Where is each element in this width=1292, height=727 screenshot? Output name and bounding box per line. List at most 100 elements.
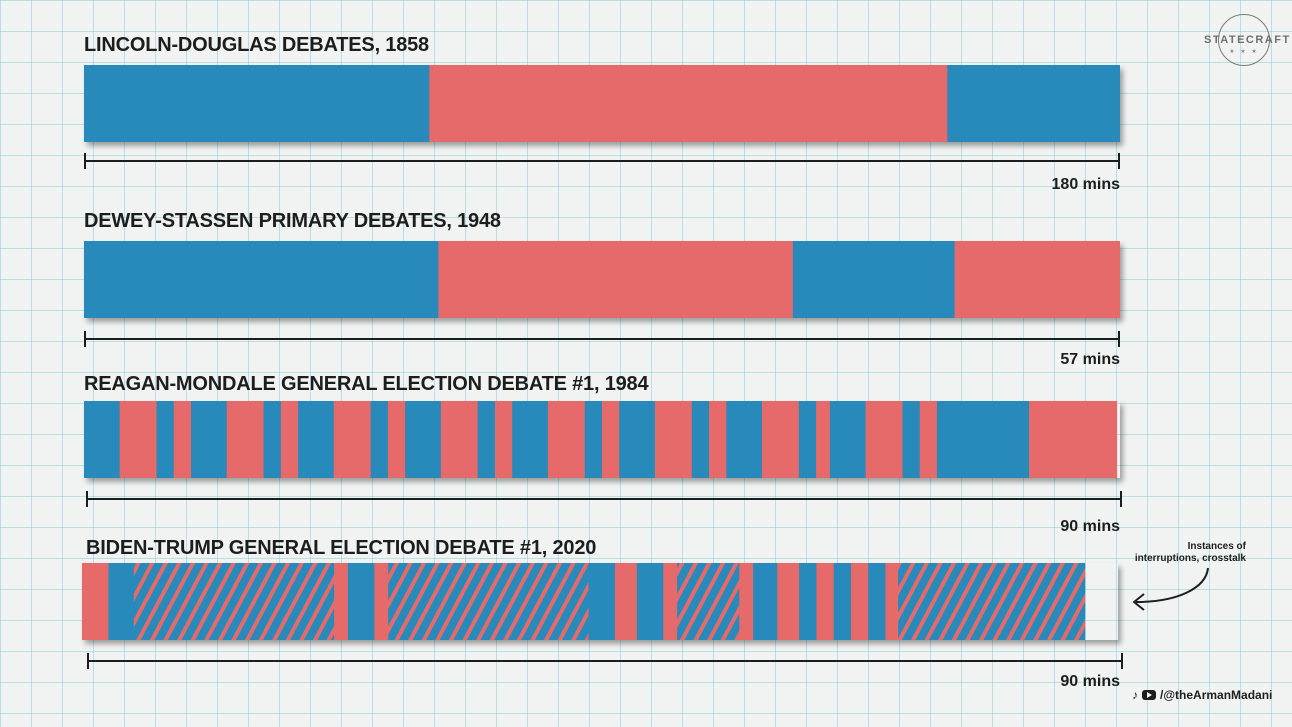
- blue-segment: [370, 401, 389, 478]
- blue-segment: [833, 563, 852, 640]
- blue-segment: [84, 241, 440, 318]
- statecraft-logo: STATECRAFT ★ ★ ★: [1204, 14, 1289, 70]
- red-segment: [739, 563, 754, 640]
- duration-axis: [86, 491, 1122, 507]
- blue-segment: [512, 401, 549, 478]
- timeline-bar: [84, 241, 1120, 318]
- red-segment: [762, 401, 800, 478]
- logo-stars: ★ ★ ★: [1229, 49, 1259, 55]
- axis-line: [84, 160, 1120, 162]
- bar-svg: [84, 401, 1118, 478]
- duration-label: 90 mins: [1060, 673, 1120, 690]
- blue-segment: [108, 563, 135, 640]
- duration-label: 180 mins: [1051, 176, 1120, 193]
- logo-ring: [1218, 14, 1270, 66]
- blue-segment: [619, 401, 656, 478]
- axis-start-tick: [87, 653, 89, 669]
- annotation-line-1: Instances of: [1187, 541, 1246, 552]
- red-segment: [816, 563, 835, 640]
- blue-segment: [726, 401, 763, 478]
- chart-title: BIDEN-TRUMP GENERAL ELECTION DEBATE #1, …: [86, 537, 597, 559]
- blue-segment: [477, 401, 496, 478]
- crosstalk-segment: [388, 563, 590, 640]
- red-segment: [885, 563, 899, 640]
- red-segment: [82, 563, 110, 640]
- axis-end-tick: [1118, 153, 1120, 169]
- blue-segment: [799, 563, 818, 640]
- duration-label: 90 mins: [1060, 518, 1120, 535]
- blue-segment: [798, 401, 817, 478]
- red-segment: [494, 401, 513, 478]
- timeline-bar: [84, 401, 1120, 478]
- timeline-bar: [82, 563, 1118, 640]
- axis-line: [84, 338, 1120, 340]
- tiktok-icon: ♪: [1132, 688, 1138, 702]
- social-handle: ♪ /@theArmanMadani: [1132, 688, 1272, 702]
- blue-segment: [947, 65, 1120, 142]
- red-segment: [374, 563, 389, 640]
- bar-svg: [82, 563, 1086, 640]
- red-segment: [850, 563, 869, 640]
- blue-segment: [263, 401, 282, 478]
- logo-wordmark: STATECRAFT: [1204, 34, 1291, 46]
- blue-segment: [191, 401, 228, 478]
- red-segment: [816, 401, 831, 478]
- blue-segment: [84, 401, 121, 478]
- blue-segment: [753, 563, 778, 640]
- duration-axis: [87, 653, 1123, 669]
- red-segment: [709, 401, 727, 478]
- blue-segment: [298, 401, 335, 478]
- red-segment: [1029, 401, 1118, 478]
- axis-start-tick: [86, 491, 88, 507]
- youtube-icon: [1142, 690, 1156, 700]
- axis-end-tick: [1120, 491, 1122, 507]
- bar-svg: [84, 65, 1120, 142]
- curved-arrow-icon: [1133, 567, 1209, 611]
- red-segment: [919, 401, 938, 478]
- bar-svg: [84, 241, 1120, 318]
- red-segment: [119, 401, 158, 478]
- blue-segment: [84, 65, 430, 142]
- red-segment: [602, 401, 620, 478]
- blue-segment: [792, 241, 956, 318]
- red-segment: [226, 401, 265, 478]
- red-segment: [547, 401, 586, 478]
- blue-segment: [868, 563, 887, 640]
- blue-segment: [347, 563, 375, 640]
- axis-line: [86, 498, 1122, 500]
- red-segment: [280, 401, 299, 478]
- red-segment: [333, 401, 372, 478]
- red-segment: [954, 241, 1120, 318]
- chart-title: REAGAN-MONDALE GENERAL ELECTION DEBATE #…: [84, 373, 649, 395]
- red-segment: [865, 401, 904, 478]
- social-handle-text: /@theArmanMadani: [1160, 688, 1273, 702]
- blue-segment: [936, 401, 1030, 478]
- axis-start-tick: [84, 331, 86, 347]
- chart-title: LINCOLN-DOUGLAS DEBATES, 1858: [84, 34, 429, 56]
- blue-segment: [405, 401, 442, 478]
- axis-end-tick: [1121, 653, 1123, 669]
- annotation-line-2: interruptions, crosstalk: [1134, 553, 1246, 564]
- red-segment: [429, 65, 948, 142]
- axis-end-tick: [1118, 331, 1120, 347]
- crosstalk-segment: [898, 563, 1086, 640]
- axis-start-tick: [84, 153, 86, 169]
- red-segment: [440, 401, 479, 478]
- duration-axis: [84, 153, 1120, 169]
- duration-axis: [84, 331, 1120, 347]
- red-segment: [387, 401, 406, 478]
- red-segment: [654, 401, 693, 478]
- crosstalk-annotation: Instances of interruptions, crosstalk: [1118, 541, 1246, 565]
- timeline-bar: [84, 65, 1120, 142]
- axis-line: [87, 660, 1123, 662]
- duration-label: 57 mins: [1060, 351, 1120, 368]
- blue-segment: [636, 563, 664, 640]
- blue-segment: [584, 401, 603, 478]
- red-segment: [777, 563, 800, 640]
- blue-segment: [691, 401, 710, 478]
- chart-title: DEWEY-STASSEN PRIMARY DEBATES, 1948: [84, 210, 501, 232]
- blue-segment: [902, 401, 921, 478]
- red-segment: [334, 563, 349, 640]
- crosstalk-segment: [133, 563, 335, 640]
- blue-segment: [829, 401, 867, 478]
